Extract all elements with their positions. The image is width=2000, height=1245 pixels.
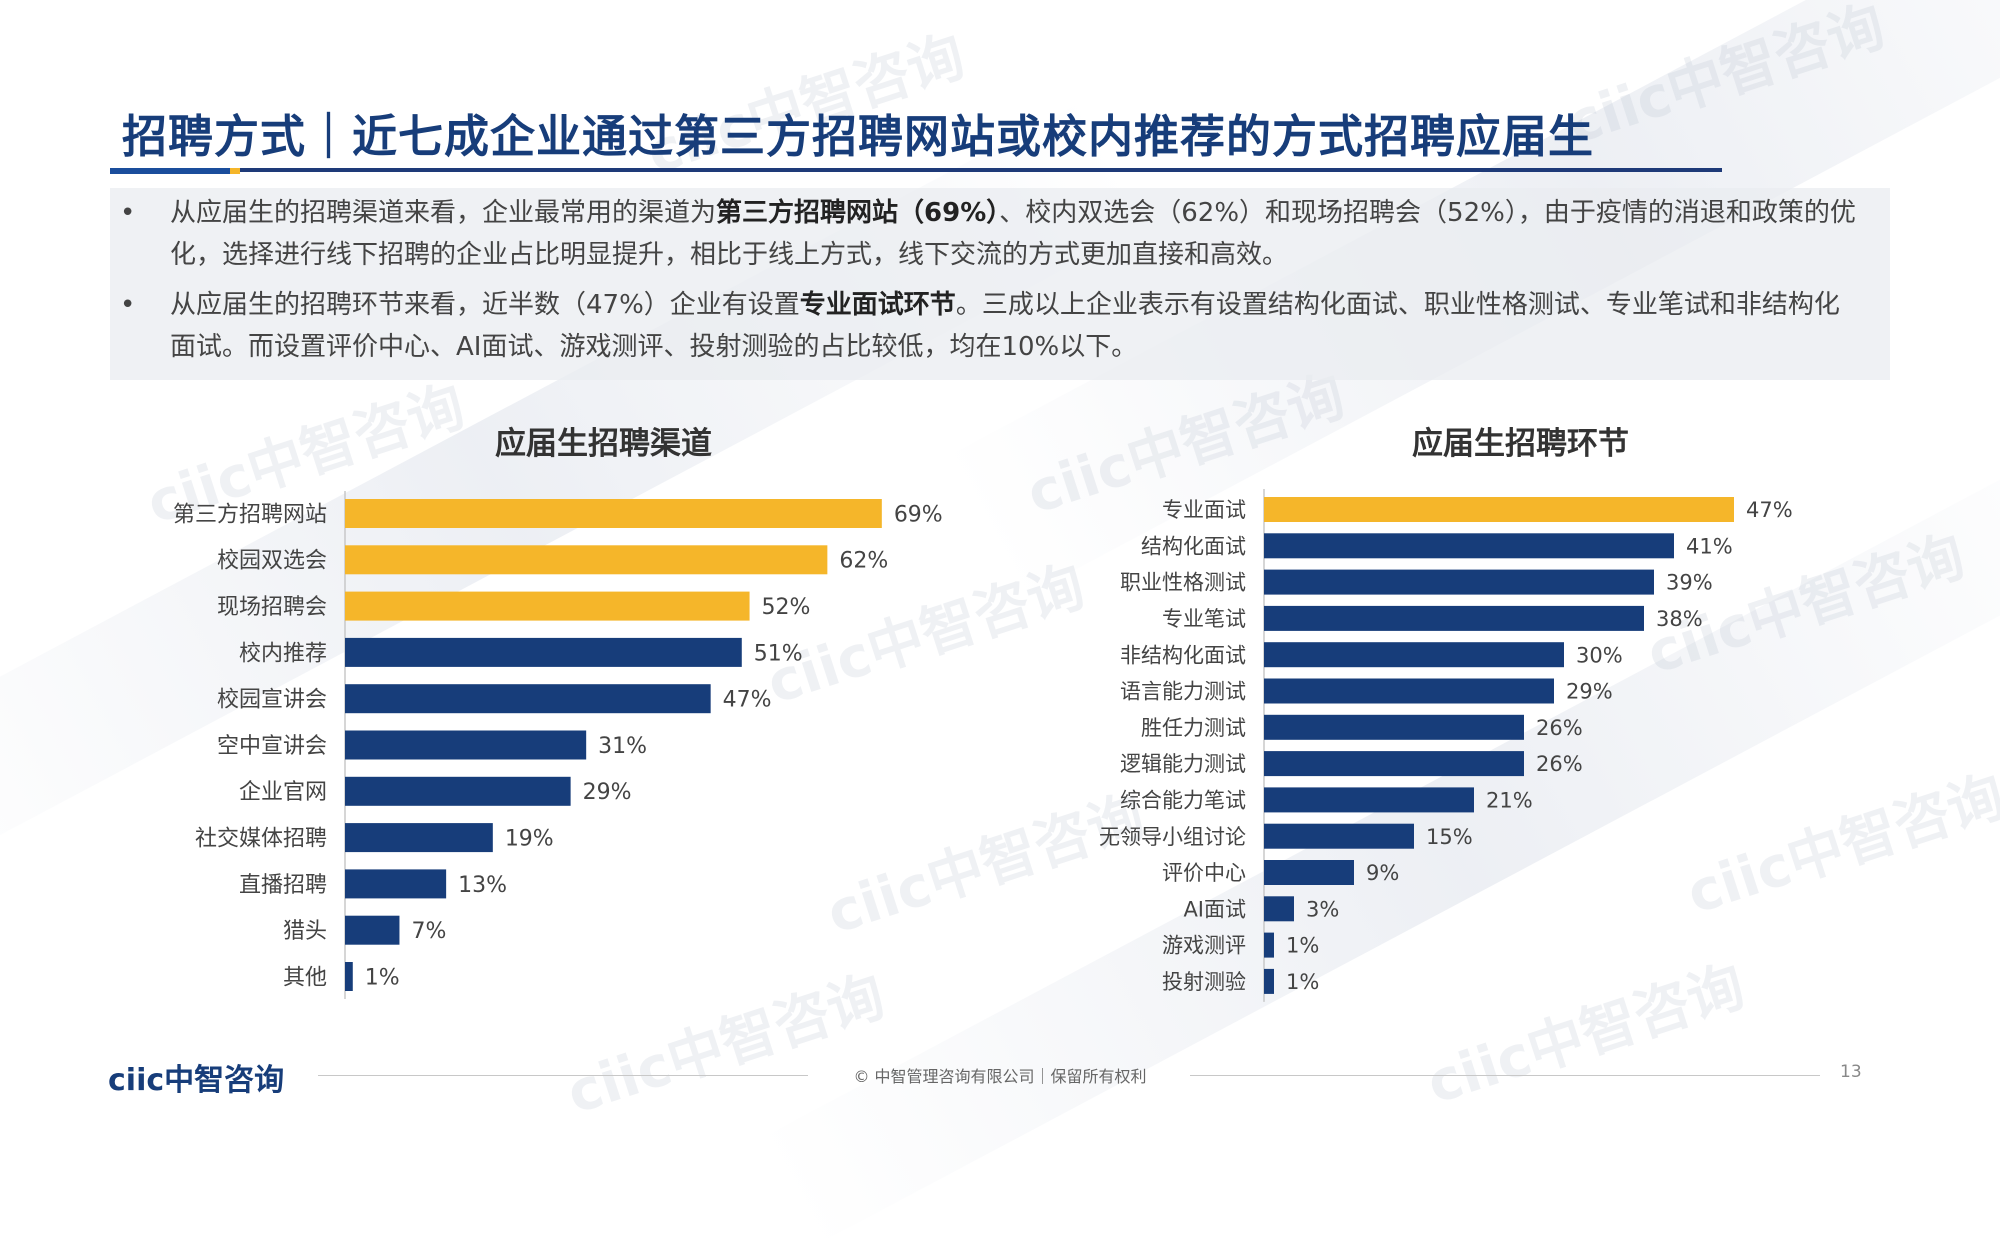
chart-title-stages: 应届生招聘环节 — [1412, 426, 1629, 462]
value-label: 29% — [1566, 680, 1613, 704]
value-label: 30% — [1576, 643, 1623, 667]
bullet-highlight: 专业面试环节 — [799, 290, 956, 320]
category-label: 逻辑能力测试 — [1120, 752, 1246, 776]
bar-mark — [1264, 787, 1474, 813]
value-label: 1% — [1286, 934, 1319, 958]
summary-box: • 从应届生的招聘渠道来看，企业最常用的渠道为第三方招聘网站（69%）、校内双选… — [110, 188, 1890, 380]
category-label: 直播招聘 — [239, 873, 327, 898]
bullet-text: 、校内双选会（62%）和现场招聘会（52%），由于疫情的消退和政策的优化，选择进… — [170, 198, 1856, 270]
category-label: 无领导小组讨论 — [1099, 825, 1246, 849]
footer-copyright: © 中智管理咨询有限公司｜保留所有权利 — [853, 1067, 1147, 1086]
bullet-dot: • — [120, 198, 136, 228]
stages-bar-chart: 专业面试 47% 结构化面试 41% 职业性格测试 39% 专业笔试 38% 非结构化面试 30%… — [1099, 489, 1793, 1002]
category-label: 专业面试 — [1162, 498, 1246, 522]
bar-mark — [345, 915, 400, 945]
category-label: 校内推荐 — [239, 641, 327, 666]
bar-mark — [1264, 678, 1554, 704]
bar-mark — [1264, 642, 1564, 668]
category-label: 猎头 — [283, 919, 327, 944]
bar-mark — [1264, 714, 1524, 740]
category-label: 评价中心 — [1162, 861, 1246, 885]
value-label: 51% — [754, 641, 803, 666]
value-label: 19% — [505, 827, 554, 852]
category-label: 第三方招聘网站 — [173, 502, 327, 527]
page-number: 13 — [1840, 1062, 1862, 1082]
category-label: 企业官网 — [239, 780, 327, 805]
category-label: 投射测验 — [1162, 970, 1246, 994]
footer-divider — [318, 1075, 808, 1076]
category-label: 语言能力测试 — [1120, 680, 1246, 704]
category-label: 其他 — [283, 965, 327, 990]
bullet-highlight: 第三方招聘网站（69%） — [716, 198, 1000, 228]
value-label: 9% — [1366, 861, 1399, 885]
value-label: 26% — [1536, 716, 1583, 740]
bar-mark — [345, 962, 353, 991]
chart-title-channels: 应届生招聘渠道 — [495, 426, 712, 462]
bar-mark — [1264, 497, 1734, 522]
bar-mark — [1264, 968, 1274, 994]
title-accent-blue — [110, 168, 230, 174]
value-label: 38% — [1656, 607, 1703, 631]
value-label: 69% — [894, 502, 943, 527]
bar-mark — [1264, 860, 1354, 885]
bar-mark — [345, 637, 742, 667]
value-label: 21% — [1486, 788, 1533, 812]
value-label: 1% — [1286, 970, 1319, 994]
value-label: 47% — [1746, 498, 1793, 522]
value-label: 62% — [839, 549, 888, 574]
bullet-text: 。三成以上企业表示有设置结构化面试、职业性格测试、专业笔试和非结构化面试。而设置… — [170, 290, 1840, 362]
value-label: 26% — [1536, 752, 1583, 776]
channels-bar-chart: 第三方招聘网站 69% 校园双选会 62% 现场招聘会 52% 校内推荐 51% 校园宣讲会 47… — [173, 491, 943, 999]
bar-mark — [345, 499, 882, 528]
value-label: 52% — [762, 595, 811, 620]
bar-mark — [345, 869, 447, 899]
bar-mark — [345, 730, 587, 760]
bar-mark — [1264, 823, 1414, 849]
category-label: 校园宣讲会 — [217, 688, 327, 713]
bar-mark — [1264, 896, 1294, 922]
category-label: AI面试 — [1183, 897, 1246, 921]
category-label: 专业笔试 — [1162, 607, 1246, 631]
value-label: 39% — [1666, 571, 1713, 595]
value-label: 3% — [1306, 897, 1339, 921]
category-label: 非结构化面试 — [1120, 643, 1246, 667]
category-label: 职业性格测试 — [1120, 571, 1246, 595]
category-label: 综合能力笔试 — [1120, 788, 1246, 812]
value-label: 47% — [723, 688, 772, 713]
bullet-dot: • — [120, 290, 136, 320]
value-label: 31% — [598, 734, 647, 759]
bullet-text: 从应届生的招聘渠道来看，企业最常用的渠道为 — [170, 198, 717, 228]
category-label: 空中宣讲会 — [217, 734, 327, 759]
bar-mark — [1264, 533, 1674, 559]
category-label: 结构化面试 — [1141, 534, 1246, 558]
value-label: 1% — [365, 965, 400, 990]
title-underline — [110, 168, 1722, 172]
bullet-text: 从应届生的招聘环节来看，近半数（47%）企业有设置 — [170, 290, 800, 320]
bar-mark — [1264, 751, 1524, 777]
category-label: 社交媒体招聘 — [195, 827, 327, 852]
category-label: 胜任力测试 — [1141, 716, 1246, 740]
bar-mark — [345, 823, 493, 853]
bar-mark — [345, 684, 711, 714]
category-label: 校园双选会 — [217, 549, 327, 574]
bar-mark — [1264, 605, 1644, 631]
bar-mark — [345, 776, 571, 806]
bar-mark — [345, 545, 828, 575]
summary-bullet: • 从应届生的招聘渠道来看，企业最常用的渠道为第三方招聘网站（69%）、校内双选… — [120, 192, 1860, 276]
category-label: 游戏测评 — [1162, 934, 1246, 958]
bar-mark — [345, 591, 750, 621]
summary-bullet: • 从应届生的招聘环节来看，近半数（47%）企业有设置专业面试环节。三成以上企业… — [120, 284, 1860, 368]
value-label: 41% — [1686, 534, 1733, 558]
bar-mark — [1264, 569, 1654, 595]
value-label: 29% — [583, 780, 632, 805]
category-label: 现场招聘会 — [217, 595, 327, 620]
bar-mark — [1264, 932, 1274, 958]
value-label: 15% — [1426, 825, 1473, 849]
value-label: 13% — [458, 873, 507, 898]
value-label: 7% — [411, 919, 446, 944]
page-title: 招聘方式｜近七成企业通过第三方招聘网站或校内推荐的方式招聘应届生 — [122, 110, 1595, 163]
footer-logo: ciic中智咨询 — [108, 1063, 285, 1098]
footer-divider — [1190, 1075, 1820, 1076]
